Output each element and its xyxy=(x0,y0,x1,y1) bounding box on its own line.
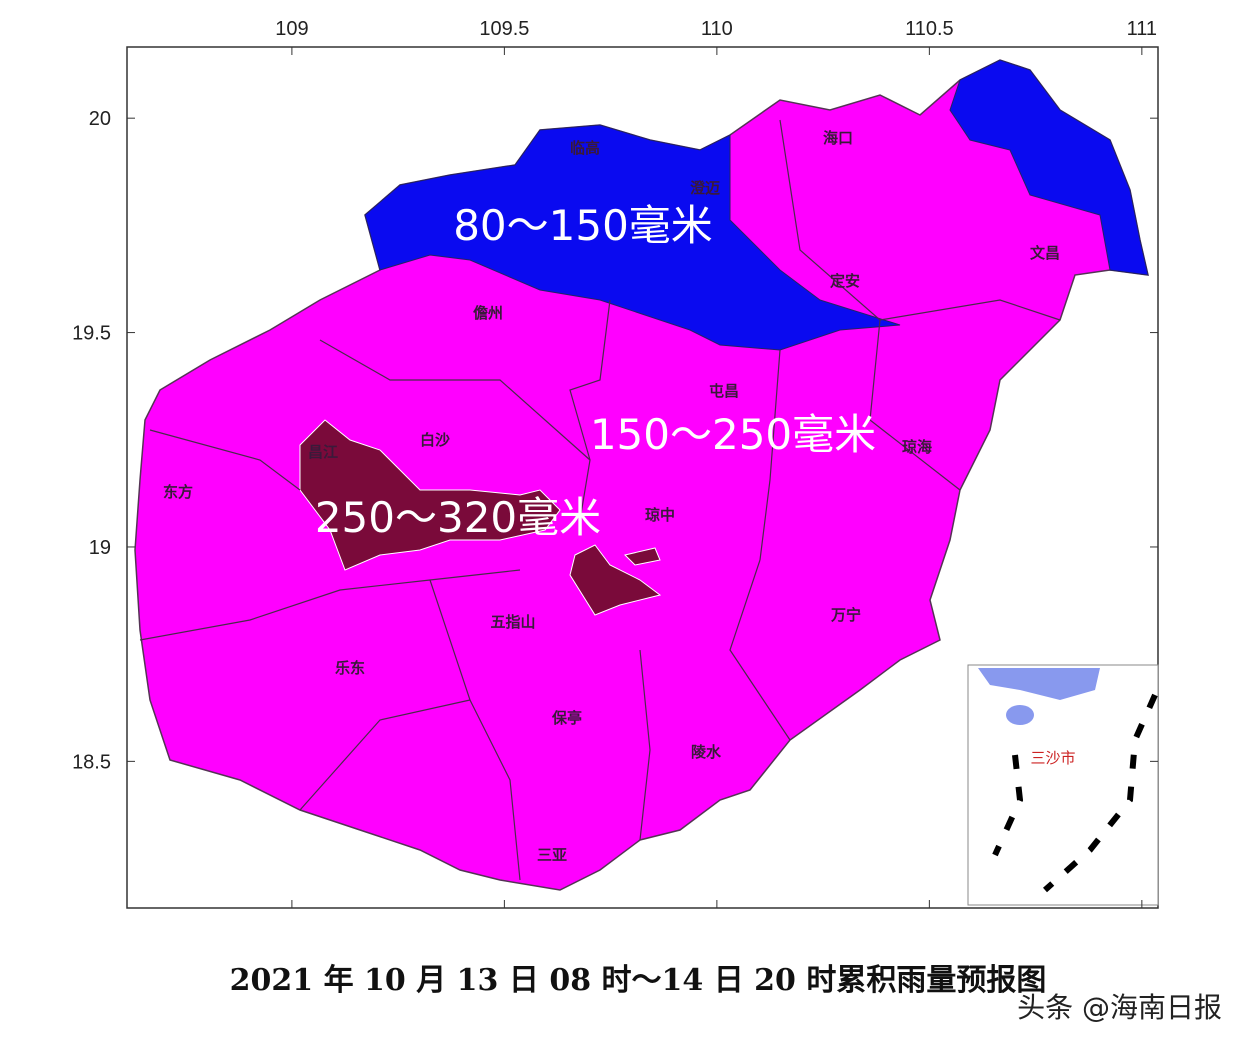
region-label: 乐东 xyxy=(335,659,365,677)
region-label: 澄迈 xyxy=(690,179,720,197)
y-tick-label: 18.5 xyxy=(72,751,111,773)
region-label: 文昌 xyxy=(1030,244,1060,262)
inset-label: 三沙市 xyxy=(1030,749,1075,767)
region-label: 昌江 xyxy=(308,443,338,461)
rainfall-label: 150～250毫米 xyxy=(590,410,876,459)
x-tick-label: 110.5 xyxy=(905,18,954,40)
zone-80-150 xyxy=(364,124,901,351)
zone-250-320 xyxy=(299,419,561,571)
region-label: 琼中 xyxy=(645,506,675,524)
border xyxy=(779,119,1061,321)
watermark: 头条 @海南日报 xyxy=(1017,991,1222,1024)
region-label: 五指山 xyxy=(490,613,535,631)
region-label: 白沙 xyxy=(420,431,450,449)
y-tick-label: 20 xyxy=(89,108,111,130)
rainfall-label: 80～150毫米 xyxy=(453,201,713,250)
border xyxy=(729,559,791,741)
border xyxy=(429,579,521,881)
border xyxy=(149,429,301,491)
region-labels: 临高 澄迈 海口 文昌 定安 儋州 屯昌 白沙 昌江 东方 琼中 琼海 五指山 … xyxy=(163,129,1060,864)
region-label: 屯昌 xyxy=(709,382,739,400)
x-tick-label: 109.5 xyxy=(479,18,529,40)
inset-boundary xyxy=(1043,693,1158,893)
region-label: 儋州 xyxy=(473,304,503,322)
zone-250-320 xyxy=(624,547,661,566)
region-label: 定安 xyxy=(830,272,860,290)
region-label: 万宁 xyxy=(830,606,861,624)
border xyxy=(869,319,961,491)
region-label: 海口 xyxy=(823,129,853,147)
border xyxy=(139,569,521,641)
y-tick-label: 19 xyxy=(89,537,111,559)
x-tick-label: 110 xyxy=(701,18,733,40)
zone-80-150 xyxy=(949,59,1149,276)
border xyxy=(299,699,471,811)
region-label: 东方 xyxy=(163,483,193,501)
inset-frame xyxy=(967,664,1159,906)
border xyxy=(759,349,781,561)
inset: 三沙市 xyxy=(967,664,1159,906)
border xyxy=(639,649,651,841)
region-label: 琼海 xyxy=(902,438,932,456)
zone-250-320 xyxy=(569,544,662,616)
y-tick-label: 19.5 xyxy=(72,323,111,345)
region-label: 三亚 xyxy=(537,846,567,864)
county-borders xyxy=(139,119,1061,881)
border xyxy=(319,339,591,461)
inset-land xyxy=(1006,705,1034,725)
rainfall-label: 250～320毫米 xyxy=(315,493,601,542)
inset-land xyxy=(978,668,1100,700)
x-tick-label: 109 xyxy=(275,18,308,40)
region-label: 保亭 xyxy=(551,709,582,727)
map-title: 2021 年 10 月 13 日 08 时～14 日 20 时累积雨量预报图 xyxy=(230,963,1047,998)
inset-boundary xyxy=(992,754,1024,857)
region-label: 临高 xyxy=(570,139,600,157)
region-label: 陵水 xyxy=(691,743,722,761)
border xyxy=(569,299,611,521)
x-tick-label: 111 xyxy=(1127,18,1157,40)
